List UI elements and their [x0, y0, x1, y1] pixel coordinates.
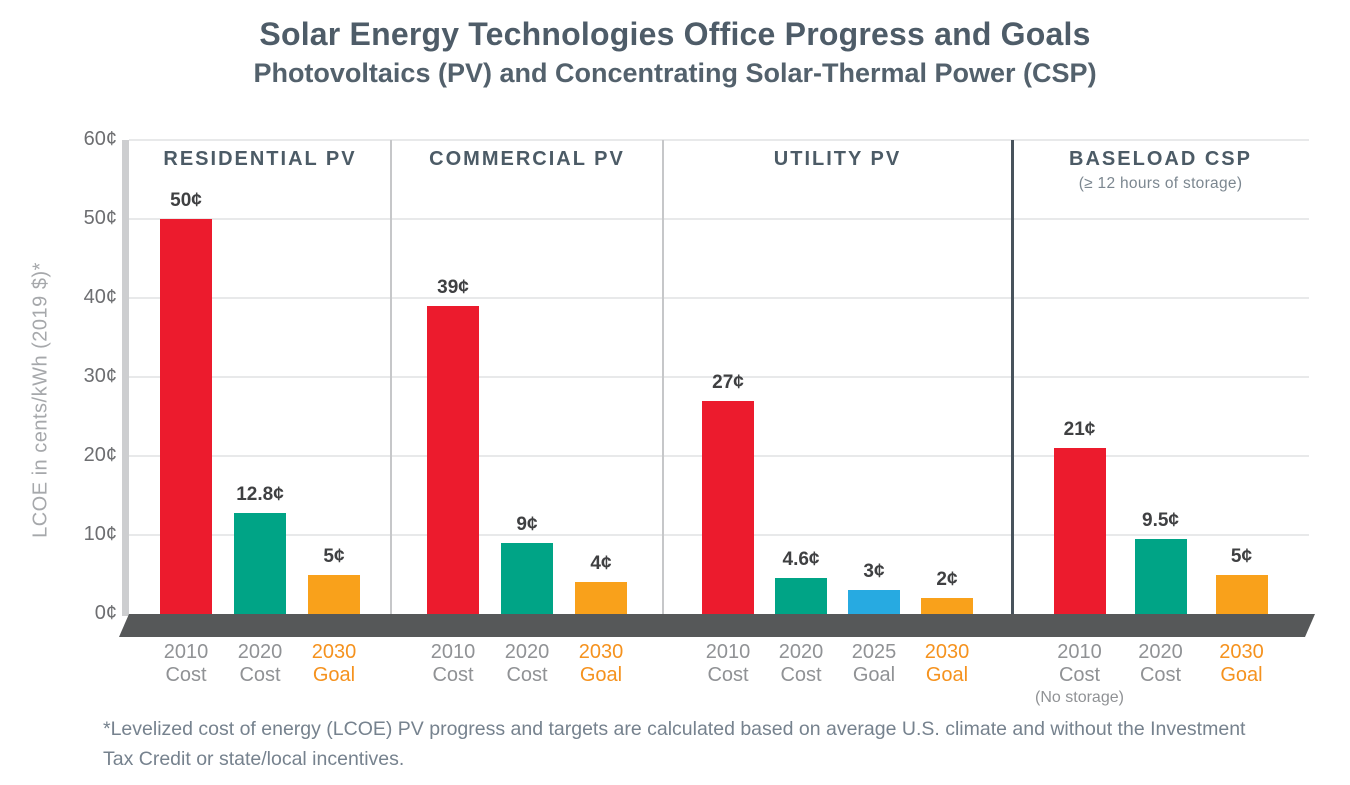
y-tick-label: 0¢: [94, 602, 117, 624]
panel-subheader: (≥ 12 hours of storage): [1078, 175, 1243, 192]
bar-value-label: 5¢: [323, 545, 345, 567]
bar: [160, 219, 212, 614]
bar: [1215, 574, 1268, 614]
bar: [501, 542, 553, 614]
bar: [575, 582, 627, 614]
x-tick-label: 2020 Cost: [504, 641, 550, 686]
bar-value-label: 4¢: [590, 553, 612, 575]
bar-value-label: 21¢: [1063, 419, 1096, 441]
panel-divider: [1011, 140, 1014, 614]
x-tick-label: 2030 Goal: [311, 641, 357, 686]
panel-divider: [662, 140, 664, 614]
bar-value-label: 9¢: [516, 513, 538, 535]
bar: [308, 574, 360, 614]
bar: [1134, 538, 1187, 614]
panel-header: UTILITY PV: [773, 148, 902, 170]
x-tick-label: 2020 Cost: [778, 641, 824, 686]
gridline: [129, 297, 1309, 299]
bar-value-label: 12.8¢: [236, 483, 284, 505]
panel-header: COMMERCIAL PV: [429, 148, 625, 170]
gridline: [129, 218, 1309, 220]
bar-value-label: 9.5¢: [1142, 509, 1179, 531]
bar-value-label: 2¢: [936, 569, 958, 591]
bar: [848, 590, 900, 614]
y-tick-label: 40¢: [83, 286, 117, 308]
x-tick-label: 2020 Cost: [1138, 641, 1183, 686]
footnote: *Levelized cost of energy (LCOE) PV prog…: [103, 718, 1246, 770]
x-tick-label: 2030 Goal: [924, 641, 970, 686]
x-tick-label: 2030 Goal: [1219, 641, 1264, 686]
chart-subtitle: Photovoltaics (PV) and Concentrating Sol…: [253, 58, 1097, 88]
bar: [234, 512, 286, 614]
y-tick-label: 50¢: [83, 207, 117, 229]
x-tick-label: 2020 Cost: [237, 641, 283, 686]
x-tick-label: 2025 Goal: [851, 641, 897, 686]
y-tick-label: 20¢: [83, 444, 117, 466]
bar: [775, 577, 827, 614]
y-tick-label: 30¢: [83, 365, 117, 387]
bar-value-label: 4.6¢: [782, 548, 820, 570]
bar: [921, 598, 973, 614]
bar: [702, 400, 754, 614]
x-tick-label: 2010 Cost (No storage): [1005, 641, 1155, 708]
bar: [1053, 448, 1106, 614]
x-tick-label: 2030 Goal: [578, 641, 624, 686]
chart-floor: [119, 614, 1315, 637]
y-tick-label: 10¢: [83, 523, 117, 545]
y-tick-label: 60¢: [83, 128, 117, 150]
chart-title: Solar Energy Technologies Office Progres…: [259, 16, 1091, 52]
bar: [427, 305, 479, 614]
bar-value-label: 50¢: [170, 190, 202, 211]
bar-value-label: 39¢: [437, 276, 469, 298]
x-tick-label: 2010 Cost: [163, 641, 209, 686]
chart-left-wall: [122, 140, 129, 616]
x-tick-label: 2010 Cost: [430, 641, 476, 686]
bar-value-label: 5¢: [1230, 545, 1253, 567]
plot-area: RESIDENTIAL PV 50¢ 12.8¢ 5¢ COMMERCIAL PV 39¢…: [129, 139, 1309, 614]
gridline: [129, 139, 1309, 141]
bar-value-label: 27¢: [712, 371, 744, 393]
x-tick-note: (No storage): [1035, 689, 1124, 706]
gridline: [129, 376, 1309, 378]
panel-divider: [390, 140, 392, 614]
x-tick-label: 2010 Cost: [705, 641, 751, 686]
panel-header: BASELOAD CSP (≥ 12 hours of storage): [1012, 148, 1309, 193]
bar-value-label: 3¢: [863, 561, 885, 583]
panel-header: RESIDENTIAL PV: [163, 148, 357, 170]
